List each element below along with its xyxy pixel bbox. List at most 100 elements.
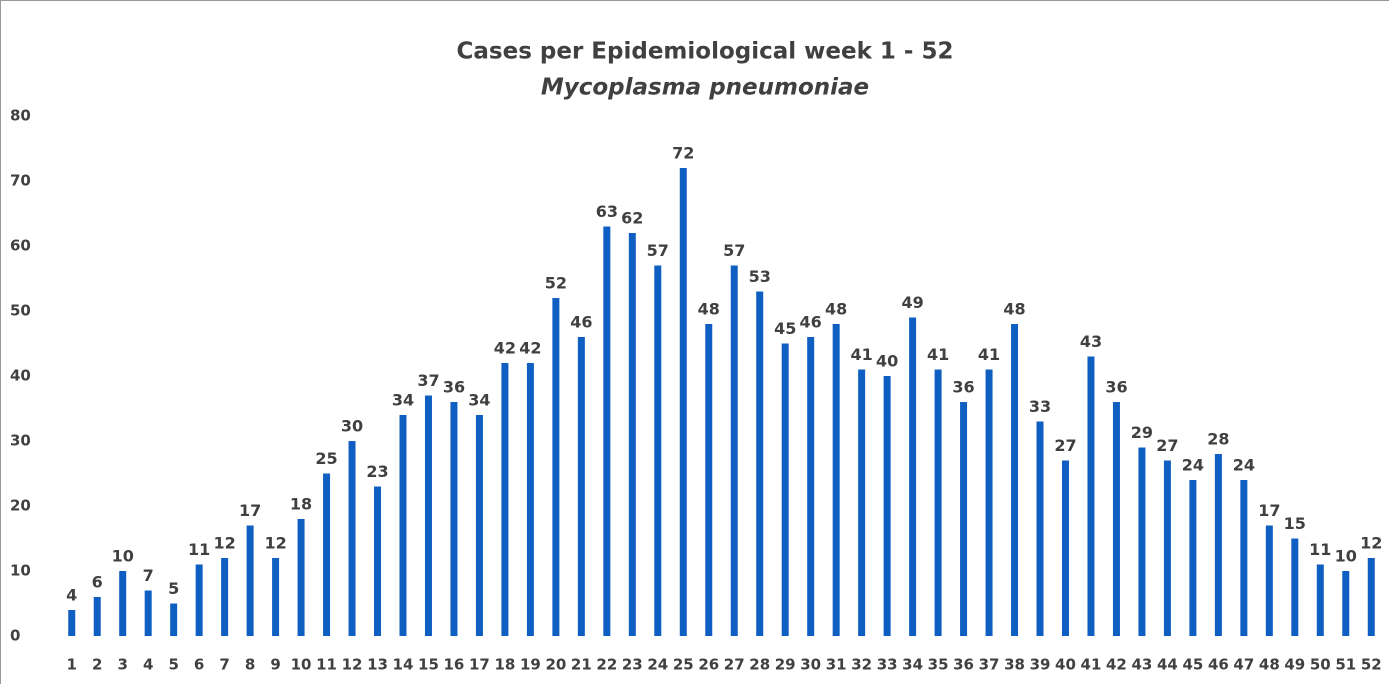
- data-label: 7: [143, 566, 154, 585]
- x-tick-label: 19: [520, 656, 541, 674]
- data-label: 41: [978, 345, 1000, 364]
- bar: [1036, 421, 1044, 636]
- x-tick-label: 2: [92, 656, 102, 674]
- x-tick-label: 48: [1259, 656, 1280, 674]
- x-tick-label: 26: [698, 656, 719, 674]
- data-label: 12: [213, 534, 235, 553]
- data-label: 57: [723, 241, 745, 260]
- x-tick-label: 33: [877, 656, 898, 674]
- data-label: 48: [698, 300, 720, 319]
- data-label: 41: [851, 345, 873, 364]
- bar: [960, 402, 968, 636]
- bar: [1342, 571, 1350, 636]
- data-label: 49: [901, 293, 923, 312]
- data-label: 42: [494, 339, 516, 358]
- data-label: 27: [1054, 436, 1076, 455]
- x-tick-label: 39: [1030, 656, 1051, 674]
- x-tick-label: 31: [826, 656, 847, 674]
- x-tick-label: 46: [1208, 656, 1229, 674]
- y-tick-label: 60: [10, 237, 31, 255]
- bar: [297, 519, 305, 636]
- bar: [1265, 525, 1273, 636]
- x-tick-label: 1: [67, 656, 77, 674]
- x-tick-label: 44: [1157, 656, 1178, 674]
- bar: [832, 324, 840, 636]
- data-label: 28: [1207, 430, 1229, 449]
- y-tick-label: 30: [10, 432, 31, 450]
- bar: [807, 337, 815, 636]
- bar: [1240, 480, 1248, 636]
- y-tick-label: 40: [10, 367, 31, 385]
- data-label: 23: [366, 462, 388, 481]
- x-tick-label: 20: [545, 656, 566, 674]
- bar: [246, 525, 254, 636]
- y-tick-label: 70: [10, 172, 31, 190]
- bar: [1112, 402, 1120, 636]
- x-tick-label: 7: [219, 656, 229, 674]
- data-label: 11: [1309, 540, 1331, 559]
- bar: [323, 473, 331, 636]
- x-tick-label: 21: [571, 656, 592, 674]
- x-tick-label: 34: [902, 656, 923, 674]
- data-label: 17: [1258, 501, 1280, 520]
- x-tick-label: 4: [143, 656, 153, 674]
- chart-subtitle: Mycoplasma pneumoniae: [541, 75, 869, 101]
- data-label: 4: [66, 586, 77, 605]
- bar: [628, 233, 636, 636]
- x-tick-label: 12: [342, 656, 363, 674]
- bar: [1367, 558, 1375, 636]
- x-tick-label: 52: [1361, 656, 1382, 674]
- data-label: 36: [1105, 378, 1127, 397]
- data-label: 15: [1284, 514, 1306, 533]
- bar: [348, 441, 356, 636]
- bar: [272, 558, 280, 636]
- bar: [1316, 564, 1324, 636]
- data-label: 10: [1335, 547, 1357, 566]
- y-tick-label: 20: [10, 497, 31, 515]
- bar: [934, 369, 942, 636]
- bar: [705, 324, 713, 636]
- data-label: 37: [417, 371, 439, 390]
- data-label: 36: [952, 378, 974, 397]
- y-tick-label: 50: [10, 302, 31, 320]
- data-label: 11: [188, 540, 210, 559]
- bar: [1291, 538, 1299, 636]
- bar: [909, 317, 917, 636]
- data-label: 30: [341, 417, 363, 436]
- y-tick-label: 0: [10, 627, 20, 645]
- x-tick-label: 18: [494, 656, 515, 674]
- bar: [501, 363, 509, 636]
- bar: [781, 343, 789, 636]
- x-tick-label: 16: [444, 656, 465, 674]
- data-label: 27: [1156, 436, 1178, 455]
- x-tick-label: 6: [194, 656, 204, 674]
- data-label: 5: [168, 579, 179, 598]
- bar: [883, 376, 891, 636]
- x-tick-label: 41: [1081, 656, 1102, 674]
- bar: [603, 226, 611, 636]
- bar: [475, 415, 483, 636]
- x-tick-label: 5: [168, 656, 178, 674]
- x-tick-label: 13: [367, 656, 388, 674]
- bar: [985, 369, 993, 636]
- bar: [1087, 356, 1095, 636]
- x-tick-label: 35: [928, 656, 949, 674]
- x-tick-label: 40: [1055, 656, 1076, 674]
- data-label: 25: [315, 449, 337, 468]
- data-label: 45: [774, 319, 796, 338]
- x-tick-label: 32: [851, 656, 872, 674]
- bar: [195, 564, 203, 636]
- data-label: 33: [1029, 397, 1051, 416]
- data-label: 72: [672, 144, 694, 163]
- data-label: 52: [545, 274, 567, 293]
- bar: [526, 363, 534, 636]
- bar: [654, 265, 662, 636]
- data-label: 46: [570, 313, 592, 332]
- y-tick-label: 80: [10, 107, 31, 125]
- x-tick-label: 8: [245, 656, 255, 674]
- data-label: 36: [443, 378, 465, 397]
- x-tick-label: 43: [1131, 656, 1152, 674]
- data-label: 18: [290, 495, 312, 514]
